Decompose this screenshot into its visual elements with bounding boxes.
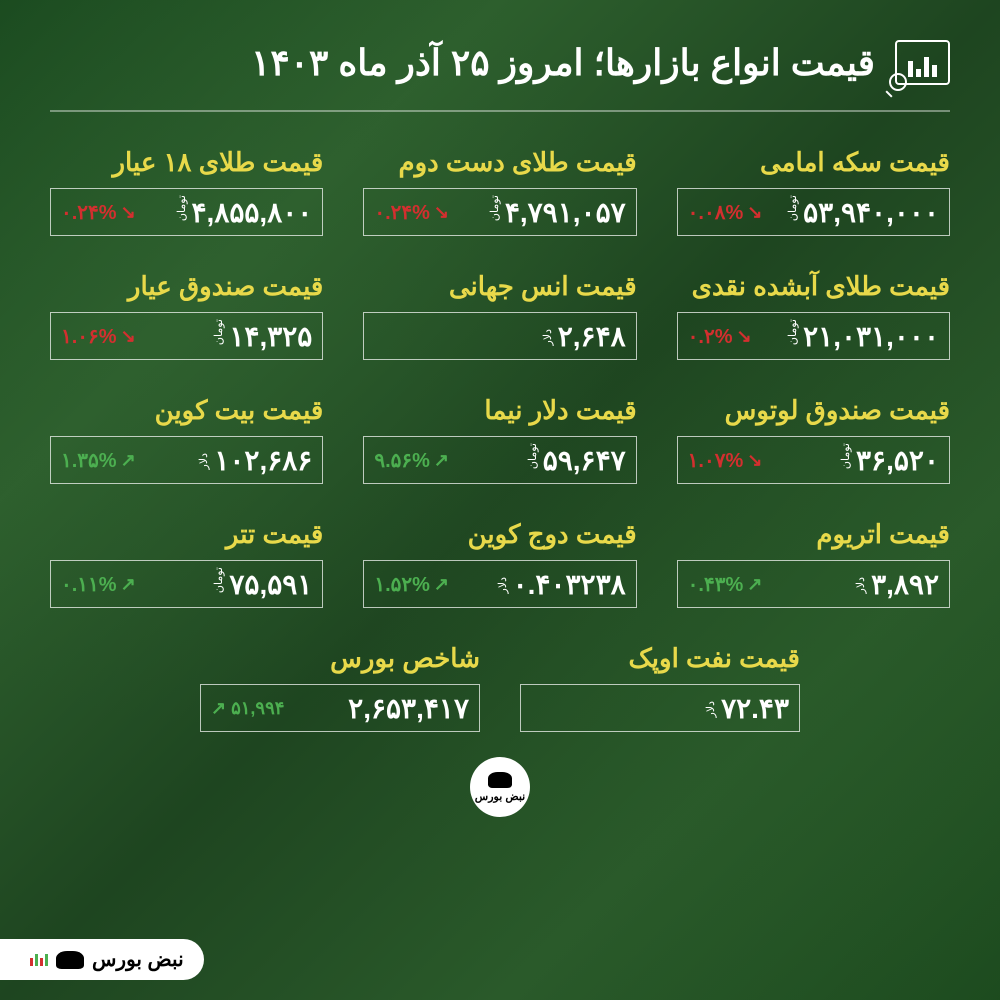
price-unit: تومان (526, 443, 539, 469)
price-cell: شاخص بورس ۲,۶۵۳,۴۱۷ ↗ ۵۱,۹۹۴ (200, 643, 480, 732)
price-box: ۱۰۲,۶۸۶ دلار ۱.۳۵% ↗ (50, 436, 323, 484)
price-value: ۱۰۲,۶۸۶ (214, 444, 312, 477)
price-box: ۱۴,۳۲۵ تومان ۱.۰۶% ↘ (50, 312, 323, 360)
price-cell: قیمت سکه امامی ۵۳,۹۴۰,۰۰۰ تومان ۰.۰۸% ↘ (677, 147, 950, 236)
arrow-up-icon: ↗ (747, 574, 762, 595)
arrow-down-icon: ↘ (747, 202, 762, 223)
price-label: قیمت انس جهانی (363, 271, 636, 302)
price-unit: دلار (704, 701, 717, 717)
price-cell: قیمت طلای ۱۸ عیار ۴,۸۵۵,۸۰۰ تومان ۰.۲۴% ↘ (50, 147, 323, 236)
price-box: ۴,۷۹۱,۰۵۷ تومان ۰.۲۴% ↘ (363, 188, 636, 236)
price-unit: تومان (786, 195, 799, 221)
price-cell: قیمت طلای دست دوم ۴,۷۹۱,۰۵۷ تومان ۰.۲۴% ↘ (363, 147, 636, 236)
price-change: ۰.۲% ↘ (688, 324, 752, 349)
price-cell: قیمت نفت اوپک ۷۲.۴۳ دلار (520, 643, 800, 732)
arrow-down-icon: ↘ (434, 202, 449, 223)
price-cell: قیمت طلای آبشده نقدی ۲۱,۰۳۱,۰۰۰ تومان ۰.۲% … (677, 271, 950, 360)
arrow-down-icon: ↘ (121, 202, 136, 223)
price-value: ۲,۶۵۳,۴۱۷ (348, 692, 469, 725)
price-unit: تومان (839, 443, 852, 469)
price-unit: دلار (496, 577, 509, 593)
arrow-up-icon: ↗ (434, 450, 449, 471)
price-unit: تومان (175, 195, 188, 221)
price-box: ۴,۸۵۵,۸۰۰ تومان ۰.۲۴% ↘ (50, 188, 323, 236)
price-change: ۱.۰۶% ↘ (61, 324, 136, 349)
price-unit: دلار (854, 577, 867, 593)
price-value: ۷۲.۴۳ (721, 692, 789, 725)
arrow-down-icon: ↘ (121, 326, 136, 347)
arrow-down-icon: ↘ (747, 450, 762, 471)
price-cell: قیمت صندوق عیار ۱۴,۳۲۵ تومان ۱.۰۶% ↘ (50, 271, 323, 360)
price-value: ۴,۷۹۱,۰۵۷ (505, 196, 626, 229)
price-change: ۰.۲۴% ↘ (61, 200, 136, 225)
price-cell: قیمت صندوق لوتوس ۳۶,۵۲۰ تومان ۱.۰۷% ↘ (677, 395, 950, 484)
price-value: ۲۱,۰۳۱,۰۰۰ (803, 320, 939, 353)
price-cell: قیمت دلار نیما ۵۹,۶۴۷ تومان ۹.۵۶% ↗ (363, 395, 636, 484)
price-value: ۵۹,۶۴۷ (543, 444, 626, 477)
price-box: ۵۳,۹۴۰,۰۰۰ تومان ۰.۰۸% ↘ (677, 188, 950, 236)
price-change: ۰.۴۳% ↗ (688, 572, 763, 597)
page-title: قیمت انواع بازارها؛ امروز ۲۵ آذر ماه ۱۴۰… (251, 42, 875, 84)
price-change: ۱.۳۵% ↗ (61, 448, 136, 473)
price-cell: قیمت تتر ۷۵,۵۹۱ تومان ۰.۱۱% ↗ (50, 519, 323, 608)
price-grid: قیمت سکه امامی۵۳,۹۴۰,۰۰۰تومان۰.۰۸% ↘قیمت… (50, 147, 950, 608)
price-cell: قیمت اتریوم ۳,۸۹۲ دلار ۰.۴۳% ↗ (677, 519, 950, 608)
price-unit: تومان (786, 319, 799, 345)
price-value: ۰.۴۰۳۲۳۸ (513, 568, 626, 601)
price-change: ۱.۵۲% ↗ (374, 572, 449, 597)
price-label: قیمت بیت کوین (50, 395, 323, 426)
price-label: قیمت طلای ۱۸ عیار (50, 147, 323, 178)
price-box: ۲۱,۰۳۱,۰۰۰ تومان ۰.۲% ↘ (677, 312, 950, 360)
price-value: ۴,۸۵۵,۸۰۰ (192, 196, 313, 229)
price-value: ۳۶,۵۲۰ (856, 444, 939, 477)
price-unit: تومان (212, 567, 225, 593)
price-box: ۲,۶۴۸ دلار (363, 312, 636, 360)
index-change: ↗ ۵۱,۹۹۴ (211, 698, 284, 719)
price-value: ۷۵,۵۹۱ (229, 568, 312, 601)
price-label: قیمت صندوق عیار (50, 271, 323, 302)
price-change: ۹.۵۶% ↗ (374, 448, 449, 473)
price-value: ۲,۶۴۸ (558, 320, 626, 353)
price-unit: دلار (197, 453, 210, 469)
price-change: ۱.۰۷% ↘ (688, 448, 763, 473)
price-cell: قیمت بیت کوین ۱۰۲,۶۸۶ دلار ۱.۳۵% ↗ (50, 395, 323, 484)
price-label: قیمت اتریوم (677, 519, 950, 550)
header: قیمت انواع بازارها؛ امروز ۲۵ آذر ماه ۱۴۰… (50, 40, 950, 112)
price-unit: دلار (541, 329, 554, 345)
brand-logo-round: نبض بورس (470, 757, 530, 817)
price-unit: تومان (488, 195, 501, 221)
price-box: ۵۹,۶۴۷ تومان ۹.۵۶% ↗ (363, 436, 636, 484)
chart-search-icon (895, 40, 950, 85)
price-label: قیمت سکه امامی (677, 147, 950, 178)
price-change: ۰.۱۱% ↗ (61, 572, 136, 597)
price-change: ۰.۲۴% ↘ (374, 200, 449, 225)
arrow-up-icon: ↗ (121, 450, 136, 471)
price-label: قیمت طلای دست دوم (363, 147, 636, 178)
price-cell: قیمت دوج کوین ۰.۴۰۳۲۳۸ دلار ۱.۵۲% ↗ (363, 519, 636, 608)
brand-logo-corner: نبض بورس (0, 939, 204, 980)
price-box: ۷۵,۵۹۱ تومان ۰.۱۱% ↗ (50, 560, 323, 608)
price-label: شاخص بورس (200, 643, 480, 674)
arrow-up-icon: ↗ (434, 574, 449, 595)
price-label: قیمت تتر (50, 519, 323, 550)
arrow-up-icon: ↗ (121, 574, 136, 595)
price-label: قیمت صندوق لوتوس (677, 395, 950, 426)
price-box: ۲,۶۵۳,۴۱۷ ↗ ۵۱,۹۹۴ (200, 684, 480, 732)
price-box: ۰.۴۰۳۲۳۸ دلار ۱.۵۲% ↗ (363, 560, 636, 608)
bottom-row: قیمت نفت اوپک ۷۲.۴۳ دلار شاخص بورس ۲,۶۵۳,۴۱۷… (50, 643, 950, 732)
price-label: قیمت طلای آبشده نقدی (677, 271, 950, 302)
price-label: قیمت دلار نیما (363, 395, 636, 426)
price-cell: قیمت انس جهانی ۲,۶۴۸ دلار (363, 271, 636, 360)
price-label: قیمت دوج کوین (363, 519, 636, 550)
price-box: ۷۲.۴۳ دلار (520, 684, 800, 732)
price-value: ۳,۸۹۲ (871, 568, 939, 601)
price-box: ۳۶,۵۲۰ تومان ۱.۰۷% ↘ (677, 436, 950, 484)
price-label: قیمت نفت اوپک (520, 643, 800, 674)
price-value: ۵۳,۹۴۰,۰۰۰ (803, 196, 939, 229)
price-change: ۰.۰۸% ↘ (688, 200, 763, 225)
price-unit: تومان (212, 319, 225, 345)
arrow-down-icon: ↘ (737, 326, 752, 347)
price-box: ۳,۸۹۲ دلار ۰.۴۳% ↗ (677, 560, 950, 608)
price-value: ۱۴,۳۲۵ (229, 320, 312, 353)
